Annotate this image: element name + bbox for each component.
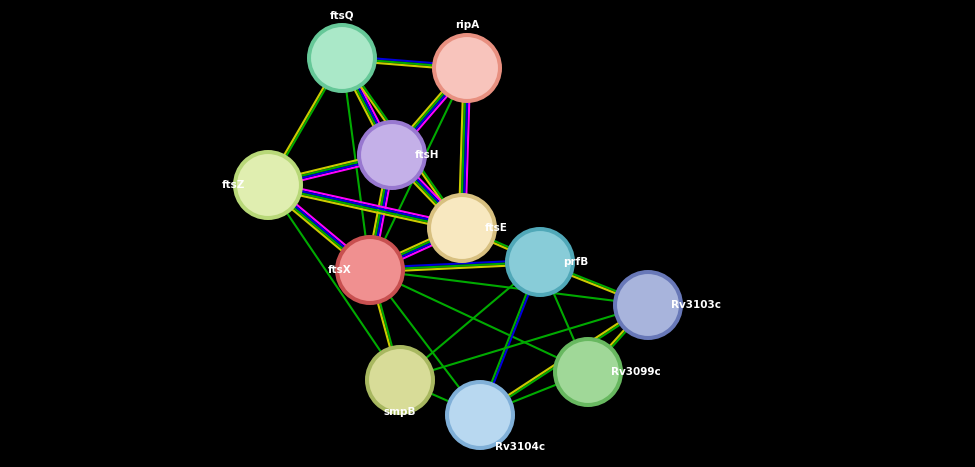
Text: smpB: smpB bbox=[384, 407, 416, 417]
Text: prfB: prfB bbox=[563, 257, 588, 267]
Ellipse shape bbox=[432, 33, 502, 103]
Ellipse shape bbox=[236, 153, 300, 217]
Ellipse shape bbox=[445, 380, 515, 450]
Ellipse shape bbox=[307, 23, 377, 93]
Ellipse shape bbox=[335, 235, 405, 305]
Ellipse shape bbox=[310, 26, 374, 90]
Ellipse shape bbox=[556, 340, 620, 404]
Text: ftsX: ftsX bbox=[328, 265, 351, 275]
Ellipse shape bbox=[613, 270, 683, 340]
Ellipse shape bbox=[360, 123, 424, 187]
Ellipse shape bbox=[508, 230, 572, 294]
Text: Rv3103c: Rv3103c bbox=[671, 300, 721, 310]
Ellipse shape bbox=[616, 273, 680, 337]
Ellipse shape bbox=[338, 238, 402, 302]
Text: Rv3104c: Rv3104c bbox=[495, 442, 545, 452]
Ellipse shape bbox=[553, 337, 623, 407]
Text: ripA: ripA bbox=[455, 20, 479, 30]
Ellipse shape bbox=[233, 150, 303, 220]
Ellipse shape bbox=[427, 193, 497, 263]
Text: ftsE: ftsE bbox=[485, 223, 508, 233]
Ellipse shape bbox=[448, 383, 512, 447]
Text: Rv3099c: Rv3099c bbox=[610, 367, 660, 377]
Ellipse shape bbox=[357, 120, 427, 190]
Ellipse shape bbox=[368, 348, 432, 412]
Ellipse shape bbox=[365, 345, 435, 415]
Text: ftsQ: ftsQ bbox=[330, 10, 354, 20]
Text: ftsH: ftsH bbox=[414, 150, 440, 160]
Ellipse shape bbox=[430, 196, 494, 260]
Text: ftsZ: ftsZ bbox=[222, 180, 245, 190]
Ellipse shape bbox=[505, 227, 575, 297]
Ellipse shape bbox=[435, 36, 499, 100]
